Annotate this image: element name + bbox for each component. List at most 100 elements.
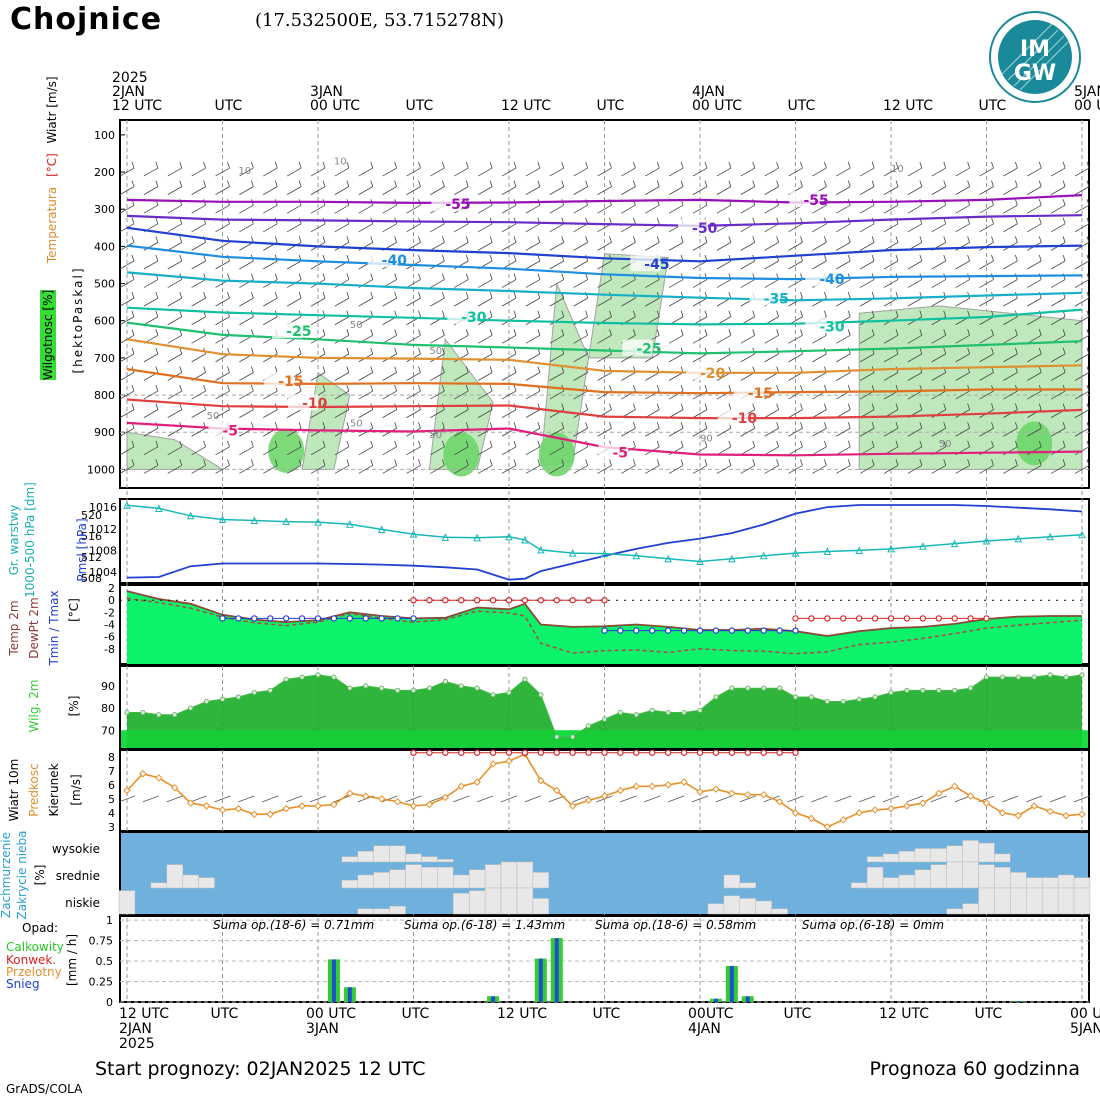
wind-barb [358, 292, 374, 307]
wind-barb [382, 422, 398, 437]
minmax-marker [267, 615, 274, 622]
wind-speed-marker [568, 802, 577, 810]
wind-barb [907, 180, 923, 195]
wind-barb [1027, 459, 1042, 474]
wind-top-marker [410, 749, 417, 756]
wind-barb [358, 366, 374, 381]
wind-barb [334, 347, 350, 363]
wind-barb [382, 329, 398, 344]
wind-barb [477, 217, 493, 233]
thickness-marker [250, 516, 259, 525]
side-label-humidity: Wilgotnosc [%] [41, 290, 55, 380]
wind-speed-marker [1046, 807, 1054, 816]
bottom-time-label: 2JAN [119, 1021, 152, 1037]
cloud-bar-srednie [946, 861, 963, 889]
dewpoint-line [126, 597, 1083, 655]
wind-top-marker [442, 749, 449, 756]
thickness-marker [473, 533, 481, 542]
cloud-bar-srednie [373, 872, 390, 889]
wind-barb [263, 459, 278, 474]
humidity-marker [1031, 674, 1037, 680]
thickness-marker [441, 533, 450, 541]
temp-tick-label: -6 [104, 631, 115, 644]
wind-speed-marker [950, 782, 959, 791]
wind-barb [597, 180, 612, 195]
minmax-marker [442, 596, 449, 604]
bottom-time-label: 2025 [119, 1036, 155, 1052]
wind-speed-marker [648, 782, 656, 791]
wind-barb [907, 254, 923, 270]
wind10-barb [835, 795, 852, 803]
cloud-bar-wysokie [866, 856, 884, 863]
humidity-contour-label: 50 [429, 346, 442, 357]
pressure-tick-label: 700 [94, 352, 115, 365]
temp-tick-label: -8 [104, 643, 115, 656]
wind-barb [955, 329, 971, 344]
wind-barb [931, 422, 947, 437]
cloud-bar-srednie [898, 874, 916, 889]
wind-barb [740, 161, 756, 177]
wind-barb [215, 366, 230, 381]
wind10-barb [285, 795, 303, 803]
isotherm-label: -10 [302, 396, 328, 412]
precip-tick-label: 0.5 [96, 955, 114, 968]
wind-barb [979, 254, 994, 270]
cloud-bar-wysokie [421, 856, 438, 863]
wind-barb [239, 292, 254, 307]
wind-barb [931, 180, 947, 195]
wind-top-marker [664, 749, 672, 756]
wind-speed-marker [823, 823, 832, 831]
wind-speed-marker [425, 800, 434, 809]
bottom-time-label: 00UTC [688, 1006, 734, 1022]
wind-barb [454, 273, 469, 288]
wind-barb [525, 310, 541, 326]
wind-speed-marker [680, 778, 688, 786]
humidity-marker [140, 709, 146, 716]
top-time-label: 2JAN [112, 84, 145, 100]
pressure-left-tick-label: 512 [81, 551, 102, 564]
precip-snow-bar [745, 996, 750, 1002]
thickness-marker [791, 548, 800, 557]
precip-sum: Suma op.(6-18) = 1.43mm [404, 918, 565, 932]
wind-barb [573, 459, 589, 474]
humidity-marker [776, 685, 783, 691]
cloud-bar-niskie [118, 890, 136, 915]
wind-barb [143, 254, 159, 270]
wind10-barb [1026, 795, 1043, 803]
humidity-marker [251, 689, 257, 696]
humidity-tick-label: 80 [101, 702, 115, 715]
minmax-marker [935, 615, 942, 622]
wind-barb [525, 440, 541, 456]
wind-speed-marker [155, 774, 163, 782]
wind-barb [477, 273, 493, 288]
wind-barb [501, 161, 517, 177]
isotherm-label: -15 [748, 386, 773, 402]
wind-tick-label: 5 [108, 793, 115, 806]
wind-barb [454, 440, 469, 456]
wind-barb [167, 366, 183, 381]
wind-barb [668, 403, 684, 419]
wind-barb [286, 161, 302, 177]
wind-tick-label: 6 [108, 779, 115, 792]
pressure-tick-label: 300 [94, 203, 115, 216]
wind-barb [239, 180, 254, 195]
minmax-marker [871, 615, 879, 622]
isotherm-line [126, 271, 1083, 302]
wind-barb [334, 366, 350, 381]
wind-barb [836, 236, 851, 251]
minmax-marker [553, 596, 560, 604]
wind-barb [143, 403, 159, 419]
wind-barb [692, 422, 708, 437]
cloud-bar-srednie [978, 864, 995, 889]
top-time-label: UTC [597, 98, 625, 114]
wind-barb [286, 180, 302, 195]
wind10-barb [453, 795, 470, 803]
humidity-contour-label: 10 [334, 157, 347, 168]
thickness-marker [696, 557, 704, 565]
wind-barb [1003, 236, 1018, 251]
wind-barb [1050, 161, 1066, 177]
credit: GrADS/COLA [6, 1082, 83, 1096]
minmax-marker [792, 615, 799, 622]
wind-speed-marker [728, 789, 736, 798]
side-label-cloud-unit: [%] [33, 865, 47, 886]
